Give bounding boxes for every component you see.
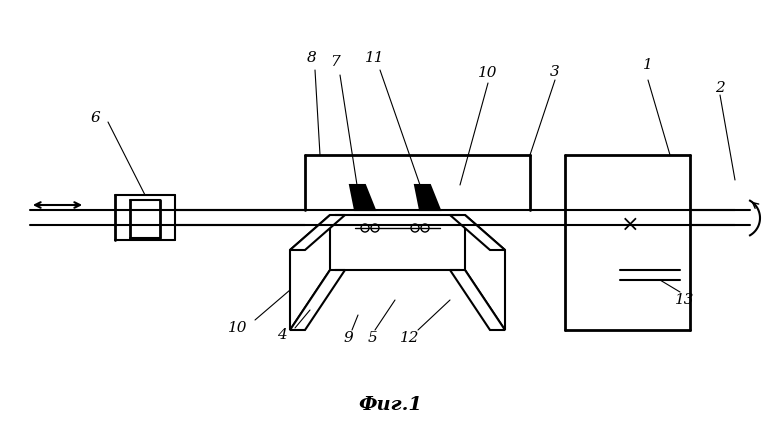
- Text: 1: 1: [644, 58, 653, 72]
- Polygon shape: [290, 215, 345, 250]
- Text: 13: 13: [675, 293, 695, 307]
- Text: 11: 11: [365, 51, 385, 65]
- Text: 2: 2: [715, 81, 725, 95]
- Text: 6: 6: [90, 111, 100, 125]
- Polygon shape: [465, 215, 505, 330]
- Text: 8: 8: [307, 51, 317, 65]
- Polygon shape: [450, 215, 505, 250]
- Text: ×: ×: [621, 214, 640, 236]
- Polygon shape: [290, 215, 330, 330]
- Text: 3: 3: [550, 65, 560, 79]
- Text: 12: 12: [400, 331, 420, 345]
- Text: 9: 9: [343, 331, 353, 345]
- Text: 4: 4: [277, 328, 287, 342]
- Polygon shape: [450, 270, 505, 330]
- Text: 10: 10: [478, 66, 498, 80]
- Polygon shape: [350, 185, 375, 210]
- Text: 5: 5: [368, 331, 378, 345]
- Polygon shape: [415, 185, 440, 210]
- Polygon shape: [290, 270, 345, 330]
- Text: Фиг.1: Фиг.1: [358, 396, 422, 414]
- Text: 10: 10: [229, 321, 248, 335]
- Text: 7: 7: [330, 55, 340, 69]
